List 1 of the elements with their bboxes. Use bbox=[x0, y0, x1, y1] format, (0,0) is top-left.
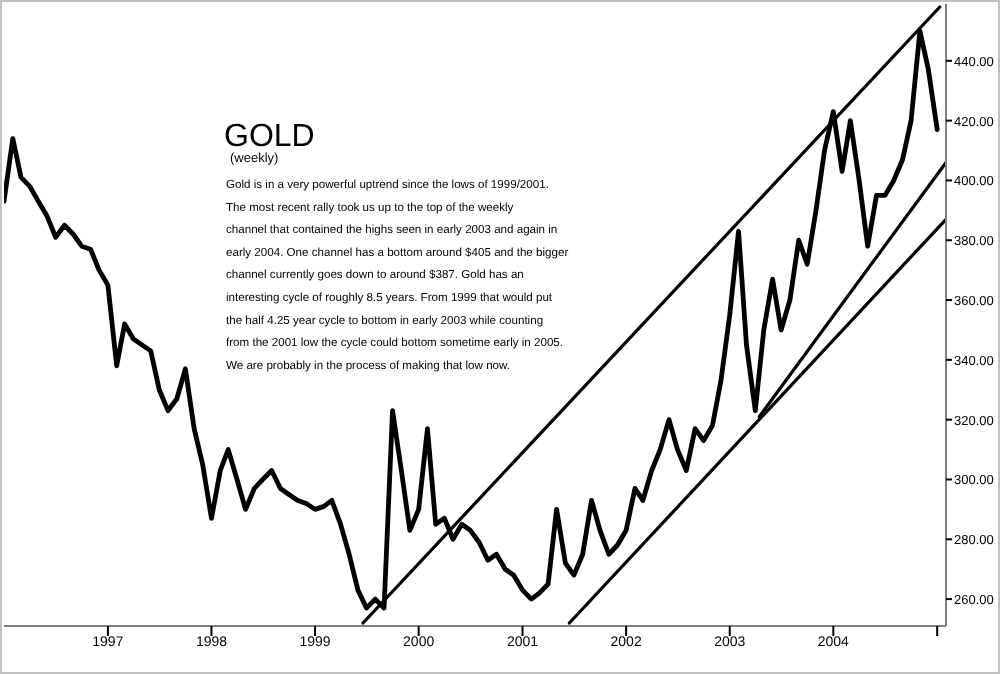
text: GOLD bbox=[224, 120, 315, 154]
